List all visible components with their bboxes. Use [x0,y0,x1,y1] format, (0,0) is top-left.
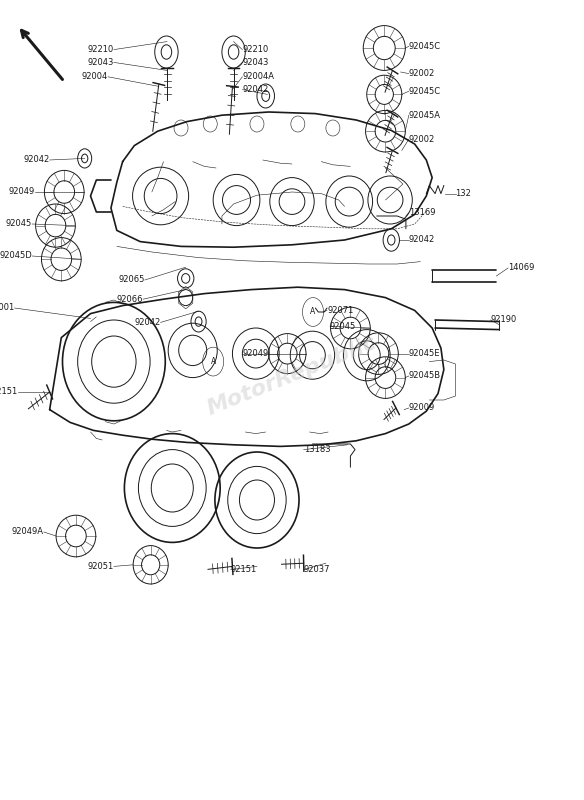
Text: 13183: 13183 [304,445,331,454]
Text: 92042: 92042 [409,235,435,245]
Text: 92045: 92045 [330,322,356,331]
Text: 92045E: 92045E [409,349,440,358]
Text: 92043: 92043 [88,58,114,67]
Text: 92210: 92210 [242,45,269,54]
Text: 92042: 92042 [242,85,269,94]
Text: 14069: 14069 [508,263,534,273]
Text: 92071: 92071 [327,306,353,315]
Text: 92009: 92009 [409,403,435,413]
Text: 13169: 13169 [409,208,435,218]
Text: 92210: 92210 [88,45,114,54]
Text: 132: 132 [456,189,471,198]
Text: 92043: 92043 [242,58,269,67]
Text: 92042: 92042 [23,155,50,165]
Text: 92042: 92042 [134,318,161,327]
Text: 92151: 92151 [231,565,257,574]
Text: 92045A: 92045A [409,110,441,120]
Text: 92049A: 92049A [12,527,44,537]
Text: 92045C: 92045C [409,42,441,51]
Text: 92045D: 92045D [0,251,32,261]
Text: 14001: 14001 [0,303,15,313]
Text: 92004A: 92004A [242,72,274,82]
Text: 92065: 92065 [119,275,145,285]
Text: 92190: 92190 [491,315,517,325]
Text: 92066: 92066 [117,294,143,304]
Text: 92045: 92045 [6,219,32,229]
Text: 92004: 92004 [82,72,108,82]
Text: 92049: 92049 [242,349,269,358]
Text: 92037: 92037 [304,565,330,574]
Text: 92002: 92002 [409,69,435,78]
Text: 92002: 92002 [409,134,435,144]
Text: A: A [311,307,315,317]
Text: 92051: 92051 [88,562,114,571]
Text: MotorRepublic: MotorRepublic [204,333,380,419]
Text: 92045B: 92045B [409,371,441,381]
Text: A: A [211,357,215,366]
Text: 92049: 92049 [9,187,35,197]
Text: 92151: 92151 [0,387,18,397]
Text: 92045C: 92045C [409,86,441,96]
